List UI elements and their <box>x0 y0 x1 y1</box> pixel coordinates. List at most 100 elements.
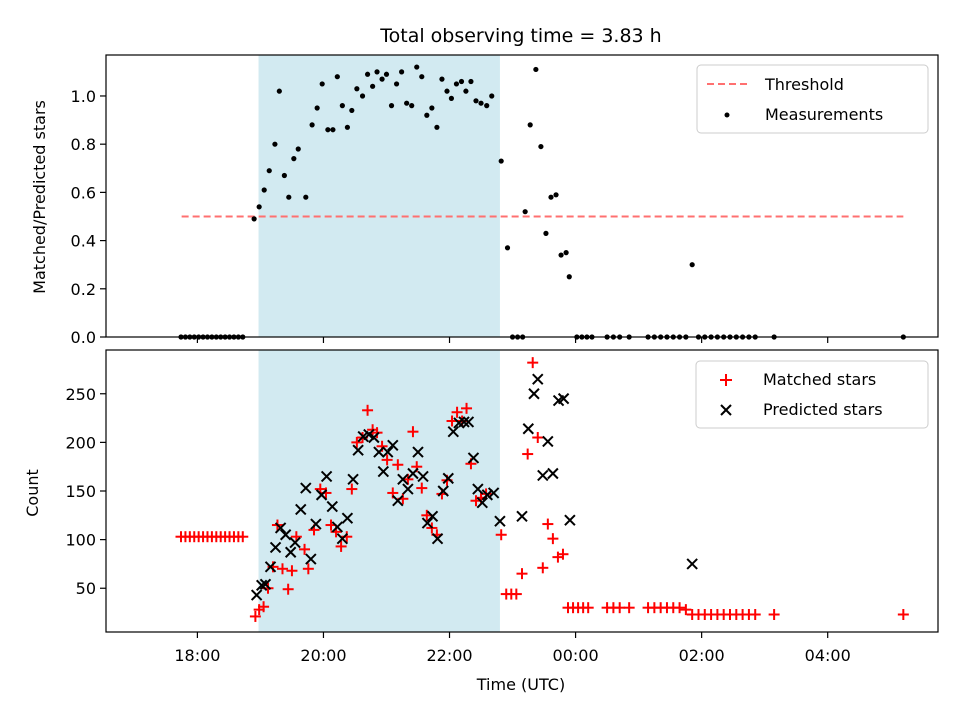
matched-star-point <box>237 531 249 543</box>
matched-star-point <box>346 483 358 495</box>
measurement-point <box>414 64 420 70</box>
matched-star-point <box>680 604 692 616</box>
predicted-star-point <box>472 483 484 495</box>
x-tick-label: 02:00 <box>679 646 725 665</box>
bottom-x-ticks: 18:00 20:00 22:00 00:00 02:00 04:00 <box>174 632 851 665</box>
legend-predicted-label: Predicted stars <box>763 400 883 419</box>
matched-star-point <box>282 583 294 595</box>
legend-matched-label: Matched stars <box>763 370 876 389</box>
predicted-star-point <box>542 435 554 448</box>
legend-measurements-label: Measurements <box>765 105 883 124</box>
predicted-star-point <box>476 496 488 509</box>
predicted-star-point <box>686 558 698 570</box>
top-axes-frame <box>105 54 939 338</box>
measurement-point <box>330 127 336 133</box>
measurement-point <box>689 262 695 268</box>
predicted-star-point <box>315 489 328 501</box>
measurement-point <box>553 192 559 198</box>
predicted-star-point <box>331 521 344 533</box>
top-y-ticks: 0.0 0.2 0.4 0.6 0.8 1.0 <box>71 87 106 347</box>
top-y-axis-label: Matched/Predicted stars <box>30 100 49 294</box>
predicted-star-point <box>547 467 559 480</box>
legend-measurements-swatch <box>724 112 730 118</box>
predicted-star-point <box>284 546 297 558</box>
predicted-star-point <box>494 515 506 527</box>
predicted-star-point <box>462 416 475 428</box>
measurement-point <box>251 216 257 222</box>
legend-predicted-swatch <box>720 404 732 416</box>
y-tick-label: 0.6 <box>71 183 96 202</box>
measurement-point <box>319 81 325 87</box>
matched-star-point <box>276 563 288 575</box>
measurement-point <box>458 78 465 85</box>
matched-star-point <box>582 602 594 614</box>
measurement-point <box>434 124 440 130</box>
measurement-point <box>419 74 425 80</box>
predicted-star-point <box>352 444 364 456</box>
y-tick-label: 0.2 <box>71 280 96 299</box>
matched-star-point <box>461 402 473 414</box>
matched-star-point <box>249 610 261 622</box>
top-legend: Threshold Measurements <box>696 64 929 134</box>
measurement-point <box>364 71 371 77</box>
measurement-point <box>463 88 469 94</box>
predicted-star-point <box>326 500 338 513</box>
y-tick-label: 150 <box>65 482 96 501</box>
matched-star-point <box>674 602 686 614</box>
measurement-point <box>261 187 267 193</box>
predicted-star-point <box>320 470 333 483</box>
predicted-star-point <box>300 482 312 494</box>
x-tick-label: 04:00 <box>805 646 851 665</box>
bottom-y-axis-label: Count <box>23 469 42 517</box>
matched-star-point <box>299 543 311 555</box>
measurement-point <box>504 245 511 251</box>
y-tick-label: 50 <box>76 579 96 598</box>
measurement-point <box>393 81 400 87</box>
matched-stars-points <box>175 357 909 622</box>
x-tick-label: 22:00 <box>426 646 472 665</box>
measurement-point <box>370 83 376 89</box>
matched-star-point <box>286 565 298 577</box>
predicted-star-point <box>368 431 380 444</box>
matched-star-point <box>258 601 270 613</box>
x-axis-label: Time (UTC) <box>476 675 565 694</box>
predicted-star-point <box>347 473 359 486</box>
predicted-star-point <box>528 388 540 400</box>
matched-star-point <box>614 602 626 614</box>
predicted-star-point <box>481 489 494 501</box>
measurement-point <box>295 146 301 152</box>
y-tick-label: 1.0 <box>71 87 96 106</box>
x-tick-label: 20:00 <box>300 646 346 665</box>
y-tick-label: 250 <box>65 385 96 404</box>
top-panel: 0.0 0.2 0.4 0.6 0.8 1.0 Matched/Predicted sta… <box>30 54 939 347</box>
measurement-point <box>489 93 495 99</box>
measurement-point <box>374 69 380 75</box>
measurement-point <box>527 122 533 128</box>
measurement-point <box>404 100 410 106</box>
matched-star-point <box>392 459 404 471</box>
predicted-star-point <box>264 561 277 573</box>
x-tick-label: 00:00 <box>553 646 599 665</box>
predicted-star-point <box>341 512 354 524</box>
matched-star-point <box>335 540 347 552</box>
predicted-star-point <box>437 485 449 497</box>
predicted-star-point <box>336 532 349 545</box>
measurement-point <box>303 194 309 200</box>
predicted-star-point <box>279 529 292 541</box>
top-observing-window <box>258 55 500 337</box>
predicted-star-point <box>557 392 570 405</box>
predicted-star-point <box>402 483 414 495</box>
measurement-point <box>429 105 435 111</box>
measurement-point <box>339 103 345 109</box>
measurement-point <box>349 107 355 114</box>
predicted-star-point <box>373 446 385 458</box>
predicted-star-point <box>289 536 301 549</box>
measurement-point <box>558 252 564 258</box>
predicted-star-point <box>377 465 390 478</box>
chart-title: Total observing time = 3.83 h <box>379 25 661 47</box>
matched-star-point <box>362 404 374 416</box>
predicted-star-point <box>250 589 263 601</box>
predicted-star-point <box>447 425 460 438</box>
measurement-point <box>424 112 430 118</box>
top-x-ticks <box>196 337 829 343</box>
